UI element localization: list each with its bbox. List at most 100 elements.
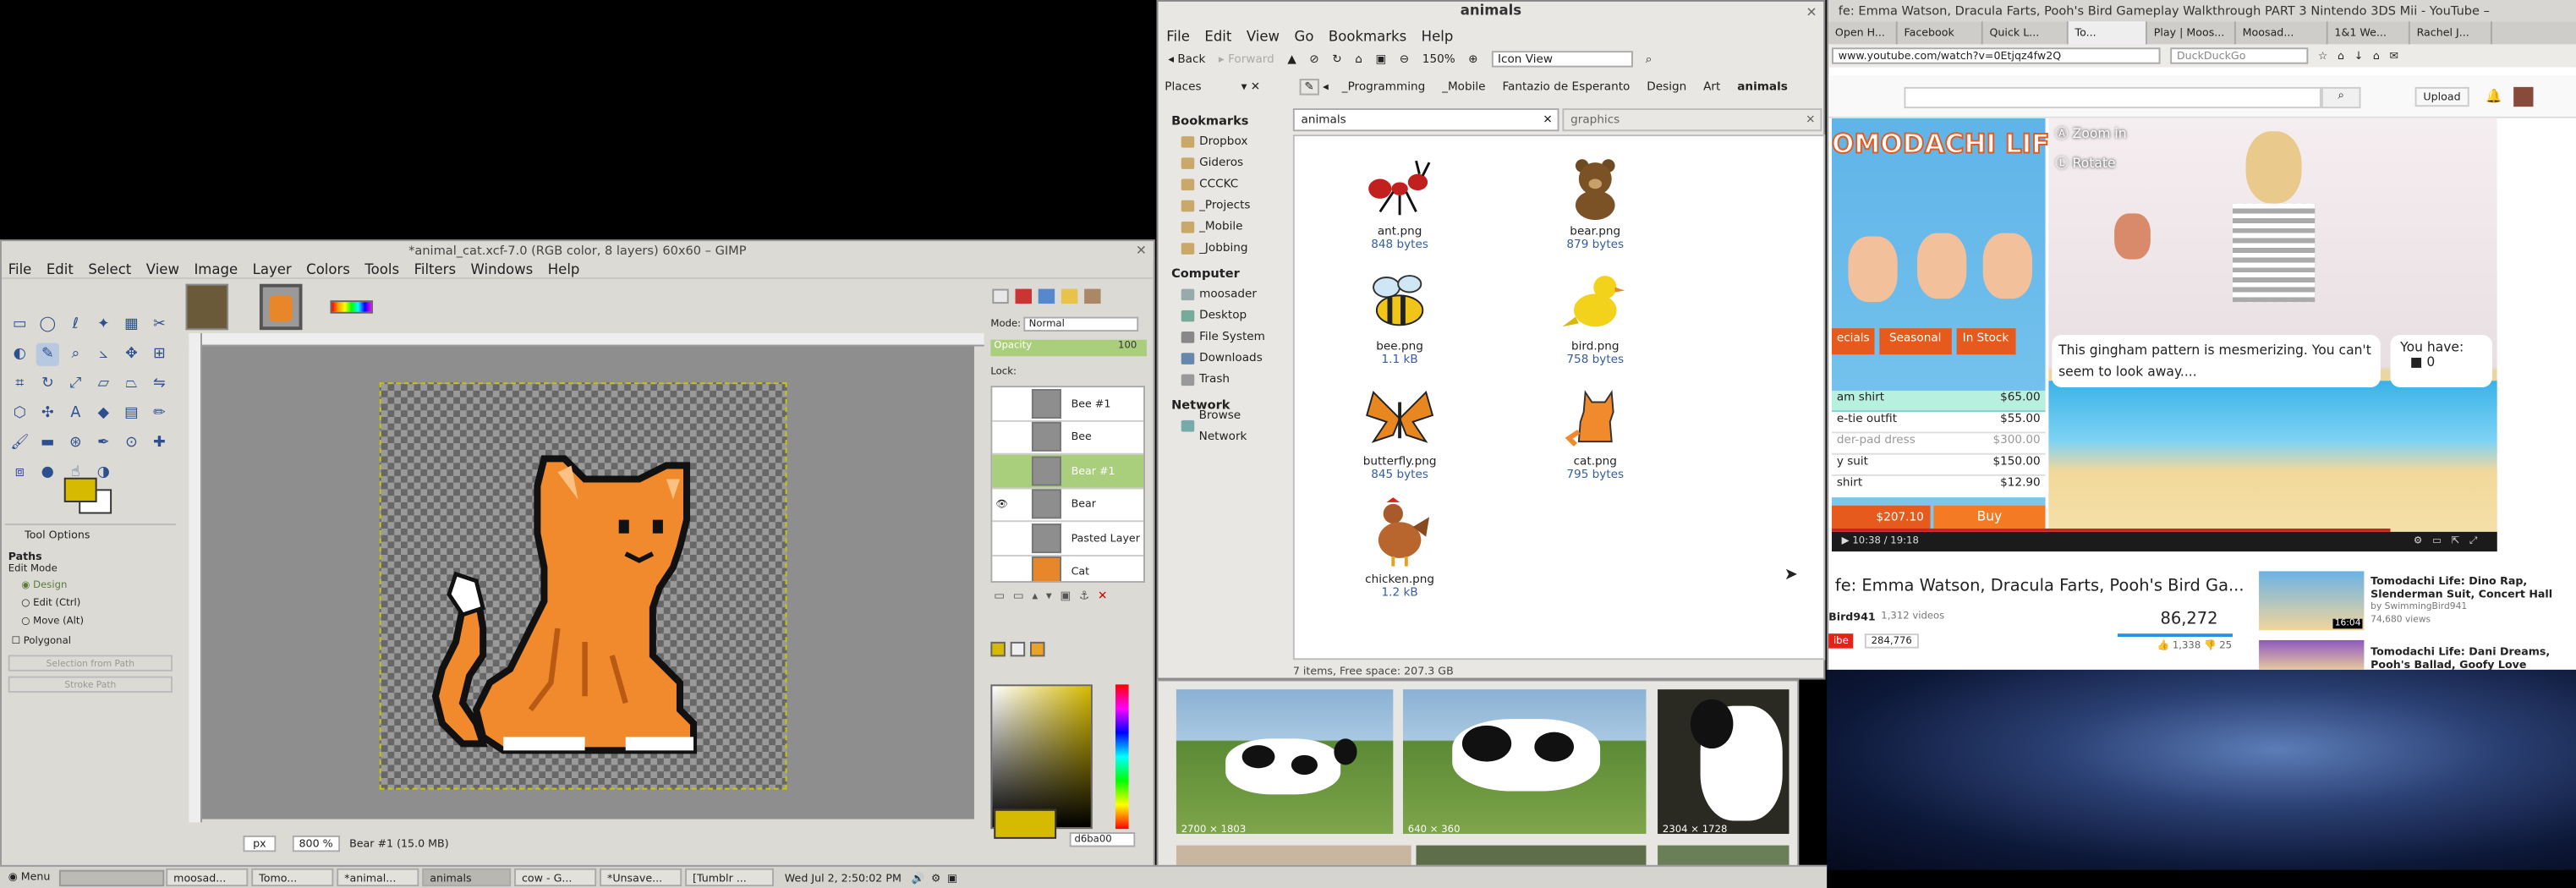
taskbar-item[interactable]: moosad... xyxy=(165,868,248,887)
search-input[interactable]: DuckDuckGo xyxy=(2170,47,2309,64)
subscribe-button[interactable]: ibe xyxy=(1828,633,1854,649)
layer-row[interactable]: Pasted Layer xyxy=(992,522,1144,556)
unit-select[interactable]: px xyxy=(243,835,277,852)
tab-animals[interactable]: animals ✕ xyxy=(1292,108,1559,132)
menu-view[interactable]: View xyxy=(145,262,179,279)
sidebar-item-desktop[interactable]: Desktop xyxy=(1159,305,1290,326)
browser-tab[interactable]: Quick L... xyxy=(1983,21,2069,45)
polygonal-checkbox[interactable]: ☐ Polygonal xyxy=(11,635,71,647)
close-icon[interactable]: ✕ xyxy=(1135,243,1147,258)
sidebar-item-downloads[interactable]: Downloads xyxy=(1159,348,1290,369)
layers-tab-icon[interactable] xyxy=(992,288,1009,304)
workspace-switcher[interactable] xyxy=(58,869,164,886)
browser-toolbar-icons[interactable]: ☆⌂↓⌂✉ xyxy=(2318,49,2409,63)
path-segment[interactable]: Fantazio de Esperanto xyxy=(1502,80,1631,94)
cow-image[interactable]: 2700 × 1803 xyxy=(1176,689,1394,836)
layer-row[interactable]: Bee xyxy=(992,421,1144,455)
video-player[interactable]: OMODACHI LIFE ecials Seasonal In Stock a… xyxy=(1831,118,2497,532)
rect-select-icon[interactable]: ▭ xyxy=(13,316,27,334)
edit-path-icon[interactable]: ✎ xyxy=(1299,79,1319,96)
menu-view[interactable]: View xyxy=(1246,29,1280,47)
file-item[interactable]: chicken.png 1.2 kB xyxy=(1334,497,1465,599)
color-picker-square[interactable] xyxy=(990,684,1093,830)
file-item[interactable]: butterfly.png 845 bytes xyxy=(1334,386,1465,481)
taskbar-item[interactable]: cow - G... xyxy=(513,868,596,887)
paths-icon[interactable]: ✎ xyxy=(36,343,59,366)
crop-icon[interactable]: ⌗ xyxy=(15,375,25,392)
layer-mode-select[interactable]: Normal xyxy=(1023,316,1139,332)
channel-name[interactable]: Bird941 xyxy=(1828,611,1876,624)
shop-tab[interactable]: ecials xyxy=(1831,328,1875,355)
sidebar-item-home[interactable]: moosader xyxy=(1159,284,1290,305)
related-title[interactable]: Tomodachi Life: Dino Rap, Slenderman Sui… xyxy=(2370,574,2553,601)
align-icon[interactable]: ⊞ xyxy=(153,346,166,363)
menu-help[interactable]: Help xyxy=(547,262,580,279)
hex-input[interactable]: d6ba00 xyxy=(1069,832,1136,847)
shop-item[interactable]: der-pad dress $300.00 xyxy=(1831,433,2046,455)
layer-row[interactable]: 👁 Bear xyxy=(992,488,1144,523)
zoom-in-icon[interactable]: ⊕ xyxy=(1468,52,1478,66)
likes[interactable]: 👍 1,338 👎 25 xyxy=(2157,639,2233,652)
cow-image[interactable]: 640 × 360 xyxy=(1402,689,1647,836)
perspective-icon[interactable]: ⏢ xyxy=(125,375,138,392)
related-title[interactable]: Tomodachi Life: Dani Dreams, Pooh's Ball… xyxy=(2370,644,2551,670)
search-icon[interactable]: ⌕ xyxy=(2321,86,2361,109)
sidebar-item-jobbing[interactable]: _Jobbing xyxy=(1159,238,1290,259)
paintbrush-icon[interactable]: 🖌 xyxy=(10,435,30,452)
related-thumbnail[interactable]: 16:04 xyxy=(2259,571,2365,631)
menu-image[interactable]: Image xyxy=(194,262,238,279)
text-icon[interactable]: A xyxy=(70,405,81,422)
path-segment[interactable]: _Mobile xyxy=(1442,80,1486,94)
upload-button[interactable]: Upload xyxy=(2414,86,2469,107)
selection-from-path-button[interactable]: Selection from Path xyxy=(8,655,173,671)
zoom-out-icon[interactable]: ⊖ xyxy=(1399,52,1410,66)
zoom-select[interactable]: 800 % xyxy=(292,835,340,852)
menu-windows[interactable]: Windows xyxy=(470,262,534,279)
pencil-icon[interactable]: ✏ xyxy=(153,405,166,422)
undo-tab-icon[interactable] xyxy=(1061,288,1078,304)
blur-icon[interactable]: ● xyxy=(41,464,54,481)
menu-bookmarks[interactable]: Bookmarks xyxy=(1328,29,1407,47)
computer-icon[interactable]: ▣ xyxy=(1375,52,1387,66)
menu-select[interactable]: Select xyxy=(88,262,132,279)
sidebar-item-projects[interactable]: _Projects xyxy=(1159,195,1290,217)
browser-tab[interactable]: Rachel J... xyxy=(2410,21,2492,45)
color-select-icon[interactable]: ▦ xyxy=(124,316,139,334)
menu-colors[interactable]: Colors xyxy=(306,262,350,279)
sidebar-item-filesystem[interactable]: File System xyxy=(1159,326,1290,348)
gradient-icon[interactable]: ▤ xyxy=(124,405,139,422)
image-tab-cat[interactable] xyxy=(259,283,303,331)
url-input[interactable]: www.youtube.com/watch?v=0Etjqz4fw2Q xyxy=(1831,47,2161,64)
menu-file[interactable]: File xyxy=(1166,29,1190,47)
play-icon[interactable]: ▶ xyxy=(1841,534,1850,547)
shop-item[interactable]: shirt $12.90 xyxy=(1831,475,2046,498)
shear-icon[interactable]: ▱ xyxy=(97,375,110,392)
ink-icon[interactable]: ✒ xyxy=(97,435,110,452)
brushes-tab-icon[interactable] xyxy=(1084,288,1101,304)
layer-row[interactable]: Cat xyxy=(992,556,1143,582)
sidebar-item-ccckc[interactable]: CCCKC xyxy=(1159,174,1290,195)
taskbar-item[interactable]: *animal... xyxy=(336,868,419,887)
sidebar-item-trash[interactable]: Trash xyxy=(1159,370,1290,391)
shop-item[interactable]: e-tie outfit $55.00 xyxy=(1831,412,2046,434)
path-segment[interactable]: Art xyxy=(1703,80,1721,94)
video-progress[interactable] xyxy=(1831,528,2391,532)
foreground-color[interactable] xyxy=(63,477,97,502)
menu-tools[interactable]: Tools xyxy=(364,262,400,279)
paths-tab-icon[interactable] xyxy=(1038,288,1055,304)
browser-tab[interactable]: Play | Moos... xyxy=(2147,21,2236,45)
bell-icon[interactable]: 🔔 xyxy=(2486,88,2502,104)
file-item[interactable]: bear.png 879 bytes xyxy=(1530,156,1661,251)
eye-icon[interactable]: 👁 xyxy=(995,498,1009,511)
hue-strip[interactable] xyxy=(1115,684,1129,830)
sidebar-item-dropbox[interactable]: Dropbox xyxy=(1159,131,1290,152)
zoom-icon[interactable]: ⌕ xyxy=(71,346,80,363)
player-settings-icons[interactable]: ⚙▭⇱⤢ xyxy=(2413,534,2488,547)
sidebar-item-mobile[interactable]: _Mobile xyxy=(1159,217,1290,238)
free-select-icon[interactable]: ℓ xyxy=(72,316,79,334)
stop-icon[interactable]: ⊘ xyxy=(1309,52,1319,66)
measure-icon[interactable]: ⦣ xyxy=(99,346,108,363)
image-canvas[interactable] xyxy=(379,382,787,790)
perspective-clone-icon[interactable]: ⧈ xyxy=(14,464,25,481)
image-tab-palette[interactable] xyxy=(330,300,373,314)
